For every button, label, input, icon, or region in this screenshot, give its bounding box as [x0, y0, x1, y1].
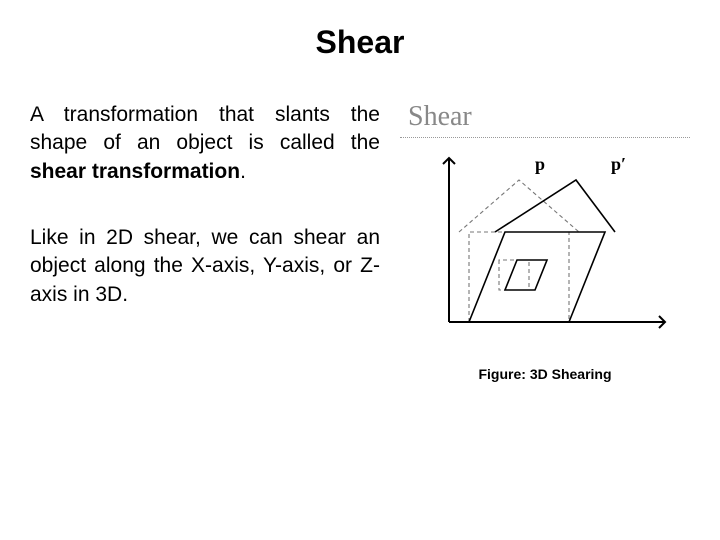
figure-divider: [400, 137, 690, 138]
paragraph-1: A transformation that slants the shape o…: [30, 101, 380, 186]
text-column: A transformation that slants the shape o…: [30, 101, 380, 382]
svg-text:p′: p′: [611, 154, 626, 174]
figure-column: Shear p p′ Figure: 3D Shearing: [400, 101, 690, 382]
para1-bold: shear transformation: [30, 160, 240, 183]
figure-heading: Shear: [408, 101, 472, 133]
paragraph-2: Like in 2D shear, we can shear an object…: [30, 224, 380, 309]
slide-title: Shear: [0, 0, 720, 61]
shear-diagram: p p′: [415, 152, 675, 342]
para1-pre: A transformation that slants the shape o…: [30, 103, 380, 154]
svg-text:p: p: [535, 154, 545, 174]
para1-post: .: [240, 160, 246, 183]
figure-caption: Figure: 3D Shearing: [478, 366, 611, 382]
content-area: A transformation that slants the shape o…: [0, 61, 720, 382]
